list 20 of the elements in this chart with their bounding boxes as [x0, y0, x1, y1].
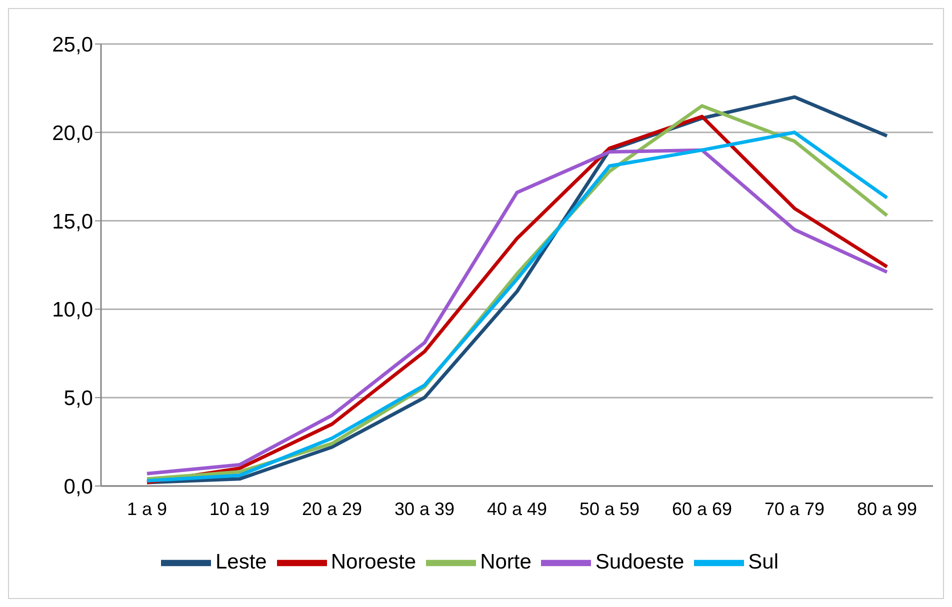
x-tick-label: 80 a 99 [856, 498, 918, 519]
x-tick-label: 40 a 49 [486, 498, 548, 519]
legend-label: Leste [215, 550, 267, 574]
x-tick-label: 70 a 79 [764, 498, 825, 519]
y-tick-label: 15,0 [52, 210, 93, 234]
legend-label: Sul [748, 550, 779, 574]
y-tick-label: 5,0 [64, 387, 93, 410]
x-tick-label: 10 a 19 [209, 498, 270, 519]
x-tick-label: 60 a 69 [672, 498, 732, 519]
x-tick-label: 20 a 29 [302, 498, 362, 519]
x-tick-label: 1 a 9 [126, 498, 168, 519]
x-tick-label: 50 a 59 [579, 498, 640, 519]
legend-label: Sudoeste [595, 550, 684, 574]
legend-label: Noroeste [330, 550, 416, 574]
legend-label: Norte [480, 550, 532, 574]
y-tick-label: 0,0 [64, 475, 93, 498]
y-tick-label: 25,0 [52, 33, 93, 56]
x-tick-label: 30 a 39 [394, 498, 455, 519]
y-tick-label: 10,0 [52, 298, 93, 322]
y-tick-label: 20,0 [52, 122, 93, 145]
